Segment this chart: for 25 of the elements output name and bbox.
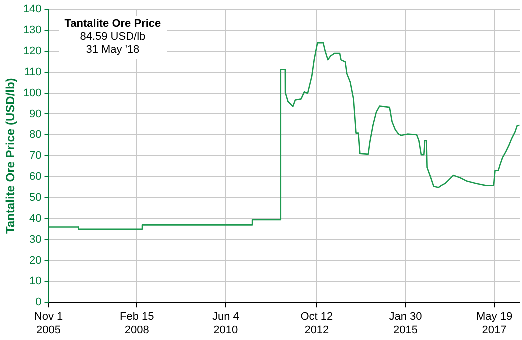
y-tick-label: 70 <box>30 150 42 162</box>
y-tick-label: 140 <box>23 4 42 16</box>
y-tick-label: 40 <box>30 212 42 225</box>
y-tick-label: 20 <box>30 254 42 267</box>
x-tick-label: Feb 15 2008 <box>120 311 154 336</box>
y-tick-label: 50 <box>30 192 42 204</box>
annotation: 31 May '18 <box>85 44 141 57</box>
y-tick-label: 120 <box>23 45 42 58</box>
y-tick-label: 30 <box>30 234 42 246</box>
annotation: 84.59 USD/lb <box>79 30 147 44</box>
x-tick-label: Nov 1 2005 <box>34 311 64 336</box>
y-tick-label: 90 <box>30 108 42 120</box>
x-tick-label: May 19 2017 <box>476 311 513 336</box>
y-axis-title: Tantalite Ore Price (USD/lb) <box>4 78 18 234</box>
y-tick-label: 130 <box>23 24 42 37</box>
y-tick-label: 110 <box>24 66 42 78</box>
y-tick-label: 10 <box>30 276 42 288</box>
x-tick-label: Oct 12 2012 <box>300 311 334 336</box>
y-tick-label: 60 <box>30 171 42 184</box>
y-tick-label: 80 <box>30 129 42 142</box>
text: Tantalite Ore Price <box>64 18 162 31</box>
x-tick-label: Jun 4 2010 <box>212 311 240 336</box>
x-tick-label: Jan 30 2015 <box>389 311 422 336</box>
y-tick-label: 100 <box>23 87 42 100</box>
y-tick-label: 0 <box>36 296 42 309</box>
